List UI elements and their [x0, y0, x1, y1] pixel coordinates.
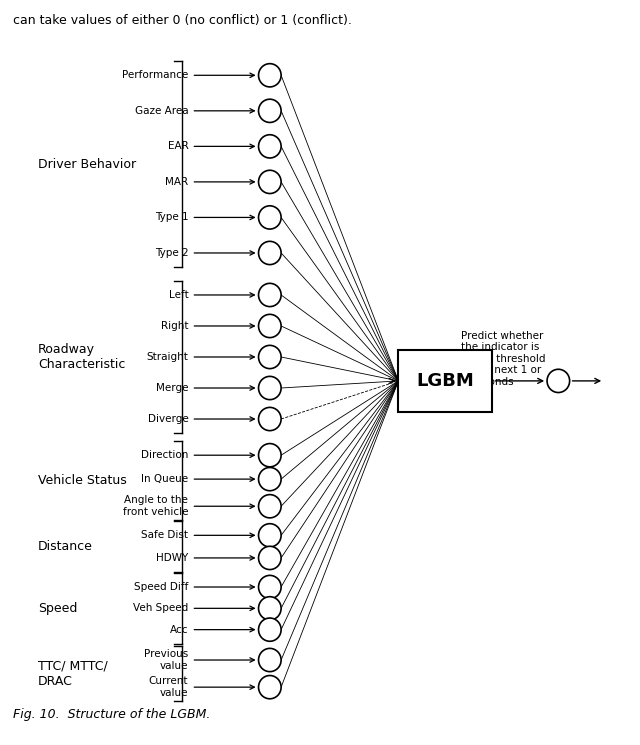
- Text: EAR: EAR: [168, 142, 188, 151]
- Circle shape: [259, 467, 281, 491]
- Text: Current
value: Current value: [148, 676, 188, 698]
- Text: Diverge: Diverge: [148, 414, 188, 424]
- Circle shape: [547, 370, 570, 393]
- Text: Fig. 10.  Structure of the LGBM.: Fig. 10. Structure of the LGBM.: [13, 708, 210, 721]
- Circle shape: [259, 408, 281, 431]
- Text: TTC/ MTTC/
DRAC: TTC/ MTTC/ DRAC: [38, 659, 108, 688]
- Circle shape: [259, 283, 281, 307]
- Text: Gaze Area: Gaze Area: [134, 106, 188, 115]
- Text: LGBM: LGBM: [417, 372, 474, 390]
- Text: Right: Right: [161, 321, 188, 331]
- Text: Previous
value: Previous value: [144, 649, 188, 670]
- Text: can take values of either 0 (no conflict) or 1 (conflict).: can take values of either 0 (no conflict…: [13, 14, 351, 27]
- Circle shape: [259, 597, 281, 620]
- Text: Predict whether
the indicator is
within threshold
in the next 1 or
2 seconds: Predict whether the indicator is within …: [461, 331, 546, 387]
- Text: Vehicle Status: Vehicle Status: [38, 474, 127, 487]
- Circle shape: [259, 676, 281, 699]
- Circle shape: [259, 618, 281, 641]
- Text: Angle to the
front vehicle: Angle to the front vehicle: [123, 495, 188, 517]
- Text: Roadway
Characteristic: Roadway Characteristic: [38, 343, 125, 371]
- Circle shape: [259, 206, 281, 229]
- Bar: [398, 350, 493, 411]
- Circle shape: [259, 376, 281, 399]
- Text: Merge: Merge: [156, 383, 188, 393]
- Circle shape: [259, 524, 281, 547]
- Text: Type 1: Type 1: [155, 212, 188, 223]
- Circle shape: [259, 648, 281, 672]
- Text: Performance: Performance: [122, 70, 188, 80]
- Circle shape: [259, 314, 281, 337]
- Circle shape: [259, 99, 281, 122]
- Text: Type 2: Type 2: [155, 248, 188, 258]
- Text: Driver Behavior: Driver Behavior: [38, 158, 136, 171]
- Circle shape: [259, 495, 281, 518]
- Text: In Queue: In Queue: [141, 474, 188, 484]
- Text: Safe Dist: Safe Dist: [141, 530, 188, 540]
- Circle shape: [259, 546, 281, 570]
- Text: Distance: Distance: [38, 540, 93, 554]
- Circle shape: [259, 575, 281, 599]
- Text: Straight: Straight: [147, 352, 188, 362]
- Text: MAR: MAR: [165, 177, 188, 187]
- Circle shape: [259, 171, 281, 194]
- Text: Speed: Speed: [38, 602, 77, 615]
- Text: HDWY: HDWY: [156, 553, 188, 563]
- Circle shape: [259, 443, 281, 467]
- Circle shape: [259, 135, 281, 158]
- Text: Acc: Acc: [170, 624, 188, 635]
- Text: Left: Left: [168, 290, 188, 300]
- Circle shape: [259, 63, 281, 87]
- Text: Speed Diff: Speed Diff: [134, 582, 188, 592]
- Circle shape: [259, 241, 281, 264]
- Circle shape: [259, 346, 281, 369]
- Text: Veh Speed: Veh Speed: [133, 603, 188, 613]
- Text: Direction: Direction: [141, 450, 188, 460]
